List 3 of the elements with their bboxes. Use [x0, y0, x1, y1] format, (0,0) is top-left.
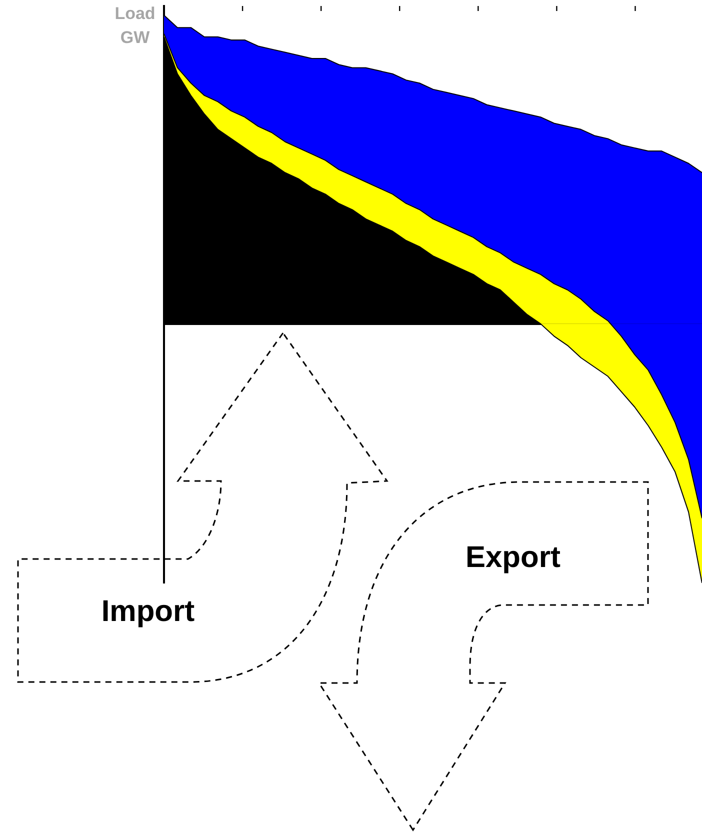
annotation: Export	[465, 541, 561, 575]
y-axis-title: Load GW	[114, 3, 156, 49]
text: Import	[101, 595, 195, 629]
